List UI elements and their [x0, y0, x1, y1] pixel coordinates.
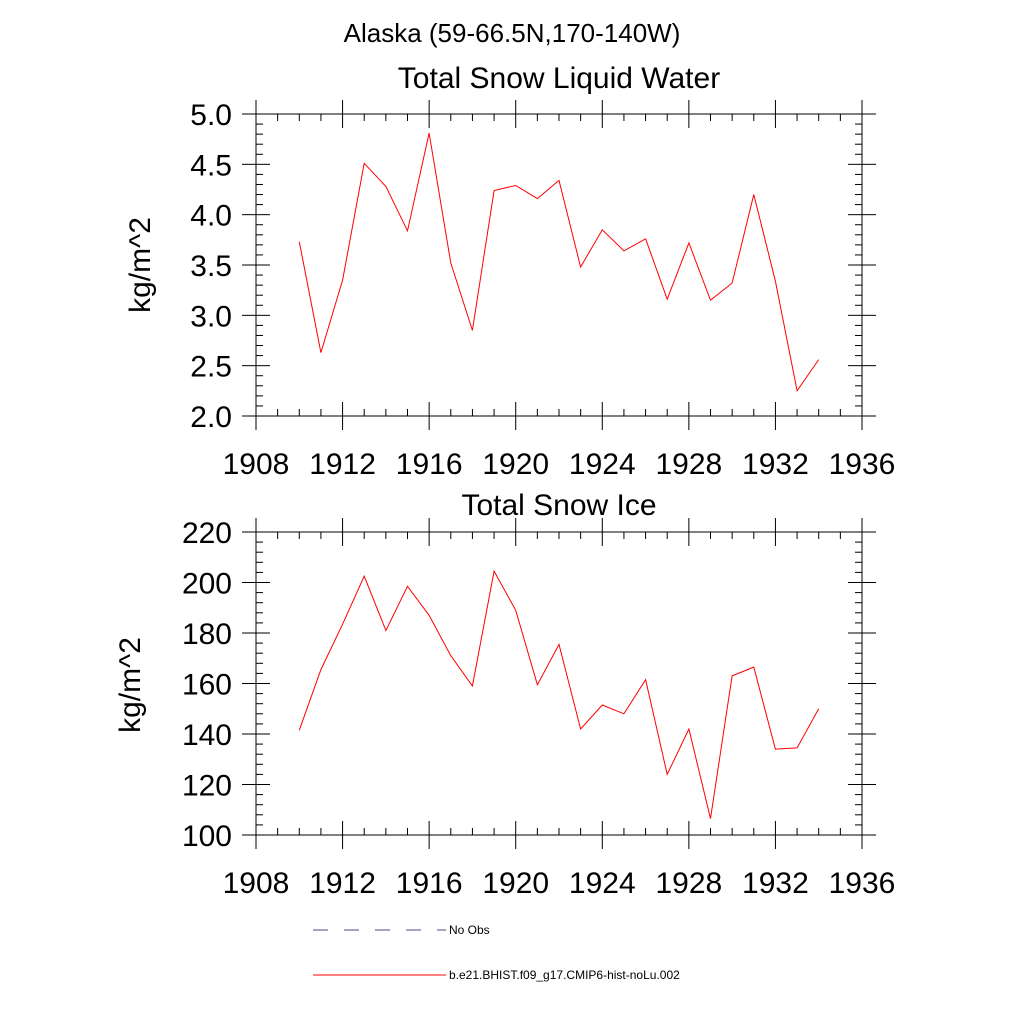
x-tick-label: 1912 — [309, 448, 376, 481]
series-line — [298, 132, 820, 393]
x-tick-label: 1936 — [829, 448, 896, 481]
y-axis-label-snow-ice: kg/m^2 — [114, 637, 147, 733]
chart-panel-snow-ice: Total Snow Ice kg/m^2 1908 1912 1916 1920 19… — [114, 489, 895, 900]
x-tick-label: 1916 — [396, 448, 463, 481]
legend: No Obs b.e21.BHIST.f09_g17.CMIP6-hist-no… — [313, 923, 680, 982]
y-tick-label: 4.5 — [190, 149, 232, 182]
y-tick-label: 2.0 — [190, 401, 232, 434]
legend-label-model-run: b.e21.BHIST.f09_g17.CMIP6-hist-noLu.002 — [449, 968, 680, 982]
chart-title-liquid-water: Total Snow Liquid Water — [398, 62, 720, 95]
series-group-liquid-water — [298, 132, 820, 393]
series-group-snow-ice — [298, 569, 820, 819]
y-tick-label: 100 — [182, 820, 232, 853]
y-tick-label: 160 — [182, 669, 232, 702]
series-line — [298, 569, 820, 819]
figure-suptitle: Alaska (59-66.5N,170-140W) — [344, 18, 681, 48]
plot-frame-snow-ice — [255, 531, 863, 836]
x-tick-label: 1936 — [829, 867, 896, 900]
y-axis-label-liquid-water: kg/m^2 — [124, 217, 157, 313]
axis-ticks-snow-ice: 1908 1912 1916 1920 1924 1928 1932 1936 100 120 14… — [182, 517, 895, 900]
y-tick-label: 4.0 — [190, 200, 232, 233]
y-tick-label: 2.5 — [190, 351, 232, 384]
y-tick-label: 120 — [182, 770, 232, 803]
x-tick-label: 1928 — [655, 448, 722, 481]
x-tick-label: 1932 — [742, 867, 809, 900]
x-tick-label: 1924 — [569, 448, 636, 481]
x-tick-label: 1912 — [309, 867, 376, 900]
y-tick-label: 200 — [182, 568, 232, 601]
x-tick-label: 1920 — [482, 867, 549, 900]
axis-ticks-liquid-water: 1908 1912 1916 1920 1924 1928 1932 1936 2.0 2.5 3.… — [190, 99, 895, 481]
y-tick-label: 220 — [182, 517, 232, 550]
chart-panel-liquid-water: Total Snow Liquid Water kg/m^2 1908 1912 1… — [124, 62, 895, 481]
y-tick-label: 3.5 — [190, 250, 232, 283]
x-tick-label: 1908 — [223, 867, 290, 900]
x-tick-label: 1920 — [482, 448, 549, 481]
x-tick-label: 1928 — [655, 867, 722, 900]
x-tick-label: 1932 — [742, 448, 809, 481]
x-tick-label: 1916 — [396, 867, 463, 900]
x-tick-label: 1924 — [569, 867, 636, 900]
y-tick-label: 5.0 — [190, 99, 232, 132]
y-tick-label: 3.0 — [190, 300, 232, 333]
legend-label-no-obs: No Obs — [449, 923, 490, 937]
y-tick-label: 180 — [182, 618, 232, 651]
x-tick-label: 1908 — [223, 448, 290, 481]
y-tick-label: 140 — [182, 719, 232, 752]
chart-title-snow-ice: Total Snow Ice — [461, 489, 656, 522]
